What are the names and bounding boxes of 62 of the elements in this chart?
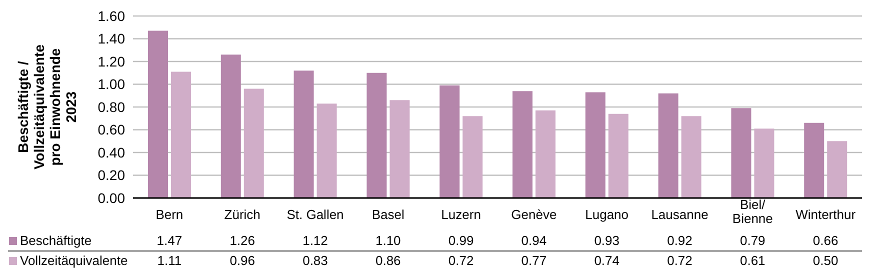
x-tick-label: Lugano xyxy=(585,207,629,222)
bar xyxy=(244,88,264,198)
data-label: 0.50 xyxy=(812,253,838,268)
y-tick-label: 1.20 xyxy=(98,53,126,70)
bar xyxy=(585,92,606,198)
bar xyxy=(731,108,752,198)
data-label: 0.66 xyxy=(812,233,838,248)
data-label: 1.26 xyxy=(230,233,256,248)
x-tick-label: Biel/ Bienne xyxy=(732,197,773,226)
x-tick-label: Zürich xyxy=(224,207,260,222)
bar xyxy=(220,54,241,198)
bar xyxy=(171,72,191,198)
legend-label: Beschäftigte xyxy=(20,233,92,248)
bar xyxy=(512,91,532,198)
data-label: 0.94 xyxy=(521,233,547,248)
data-label: 0.79 xyxy=(740,233,766,248)
data-label: 0.77 xyxy=(521,253,547,268)
bar xyxy=(658,93,678,198)
bar xyxy=(754,128,774,198)
y-tick-label: 0.60 xyxy=(98,122,126,138)
y-axis-title: Beschäftigte / Vollzeitäquivalente pro Einwohnende 2023 xyxy=(15,44,79,170)
y-tick-label: 0.00 xyxy=(98,190,126,206)
data-label: 0.72 xyxy=(667,253,692,268)
bar xyxy=(390,100,410,198)
y-tick-label: 0.20 xyxy=(98,167,126,184)
bar xyxy=(681,116,702,198)
bar xyxy=(440,85,460,198)
data-label: 0.96 xyxy=(230,253,256,268)
data-label: 0.83 xyxy=(302,253,328,268)
bar xyxy=(148,30,168,198)
data-label: 1.47 xyxy=(156,233,182,248)
bar xyxy=(804,122,824,198)
data-label: 0.74 xyxy=(594,253,620,268)
x-tick-label: Genève xyxy=(511,207,557,222)
data-label: 0.86 xyxy=(375,253,401,268)
x-tick-label: Winterthur xyxy=(796,207,856,222)
y-tick-label: 0.80 xyxy=(98,98,126,115)
x-tick-label: Luzern xyxy=(441,207,481,222)
bar xyxy=(316,104,337,198)
bar xyxy=(536,110,556,198)
data-label: 0.99 xyxy=(448,233,474,248)
y-tick-label: 1.60 xyxy=(98,8,126,24)
y-tick-label: 1.00 xyxy=(98,76,126,92)
bar xyxy=(608,114,628,198)
data-label: 0.61 xyxy=(740,253,766,268)
bar xyxy=(827,141,848,198)
x-tick-label: Lausanne xyxy=(651,207,708,222)
x-tick-label: Bern xyxy=(156,207,184,222)
y-tick-label: 0.40 xyxy=(98,144,126,160)
bar xyxy=(462,116,483,198)
data-label: 1.12 xyxy=(302,233,328,248)
data-label: 1.11 xyxy=(157,253,182,268)
bar xyxy=(294,70,314,198)
data-label: 0.72 xyxy=(448,253,474,268)
legend-label: Vollzeitäquivalente xyxy=(20,253,128,268)
data-label: 0.92 xyxy=(667,233,692,248)
bar xyxy=(366,72,387,198)
x-tick-label: Basel xyxy=(372,207,405,222)
x-tick-label: St. Gallen xyxy=(286,207,344,222)
data-label: 0.93 xyxy=(594,233,620,248)
data-label: 1.10 xyxy=(375,233,401,248)
y-tick-label: 1.40 xyxy=(98,30,126,47)
